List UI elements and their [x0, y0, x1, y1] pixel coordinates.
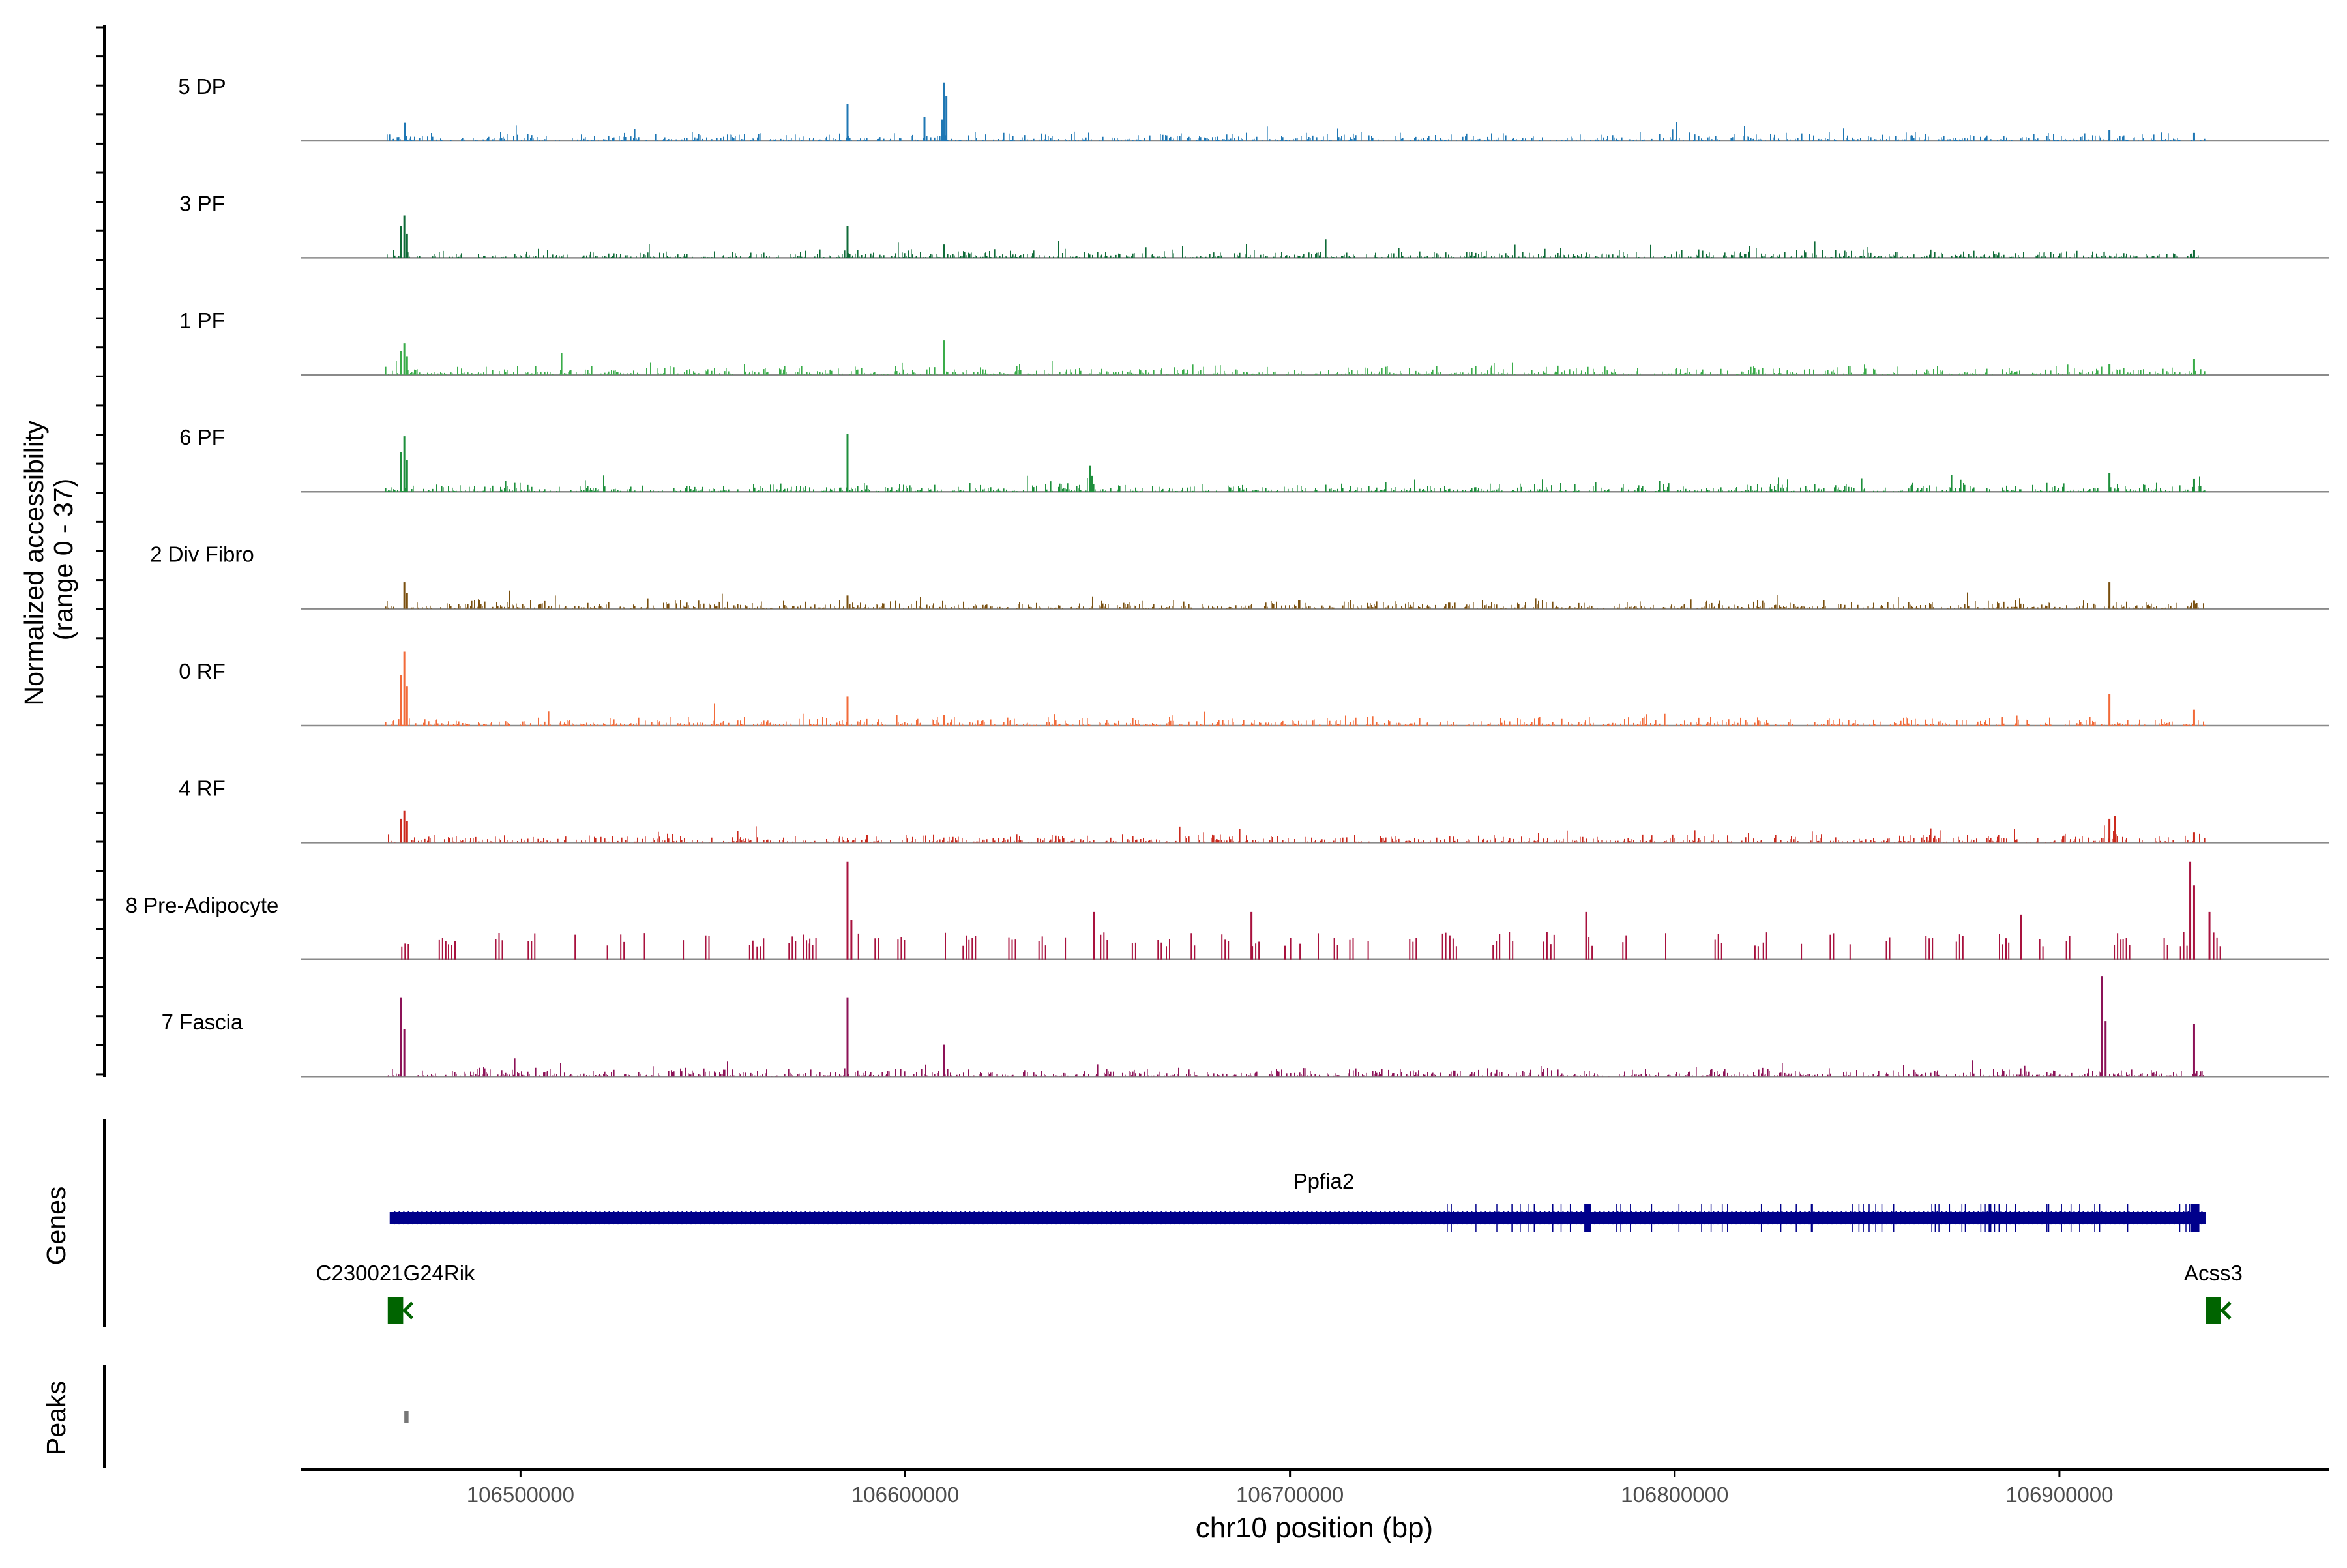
track-label: 1 PF [179, 308, 225, 333]
genes-panel-label: Genes [41, 1187, 71, 1265]
gene-label: Acss3 [2184, 1261, 2243, 1285]
track-0-rf: 0 RF [179, 651, 2329, 727]
gene-body [2206, 1297, 2221, 1324]
x-tick-label: 106700000 [1236, 1483, 1344, 1507]
track-label: 0 RF [179, 659, 226, 683]
track-1-pf: 1 PF [179, 308, 2329, 376]
gene-acss3: Acss3 [2184, 1261, 2243, 1324]
x-tick-label: 106800000 [1621, 1483, 1728, 1507]
track-label: 2 Div Fibro [150, 542, 254, 567]
gene-exons [1447, 1204, 2190, 1232]
track-2-div-fibro: 2 Div Fibro [150, 542, 2329, 610]
track-signal [388, 825, 2206, 843]
gene-label: C230021G24Rik [316, 1261, 475, 1285]
track-signal [387, 239, 2199, 258]
track-label: 8 Pre-Adipocyte [126, 893, 279, 917]
gene-strand-arrow [402, 1301, 414, 1320]
peaks-panel-label: Peaks [41, 1381, 71, 1455]
gene-label: Ppfia2 [1293, 1169, 1355, 1193]
track-4-rf: 4 RF [179, 776, 2329, 844]
track-8-pre-adipocyte: 8 Pre-Adipocyte [126, 861, 2329, 961]
track-3-pf: 3 PF [179, 191, 2329, 259]
track-signal [401, 932, 2221, 960]
track-7-fascia: 7 Fascia [162, 976, 2329, 1078]
x-tick-label: 106900000 [2005, 1483, 2113, 1507]
gene-strand-arrow [2220, 1301, 2232, 1320]
track-label: 5 DP [178, 74, 226, 98]
gene-exon-large [1584, 1204, 1591, 1232]
track-label: 7 Fascia [162, 1010, 243, 1034]
x-tick-label: 106600000 [851, 1483, 959, 1507]
y-axis-label-line2: (range 0 - 37) [48, 479, 78, 640]
track-6-pf: 6 PF [179, 425, 2329, 493]
track-label: 3 PF [179, 191, 225, 215]
track-signal [385, 353, 2206, 375]
track-signal [385, 703, 2206, 726]
gene-exon-large [2190, 1204, 2200, 1232]
track-signal [387, 1058, 2204, 1077]
track-label: 4 RF [179, 776, 226, 800]
y-axis-label: Normalized accessibility (range 0 - 37) [19, 413, 78, 706]
track-signal [387, 122, 2206, 141]
gene-annotation-panel: Ppfia2 C230021G24Rik Acss3 [103, 1119, 2243, 1327]
track-signal [385, 475, 2206, 492]
x-tick-label: 106500000 [467, 1483, 574, 1507]
gene-body [389, 1212, 2206, 1224]
y-axis-label-line1: Normalized accessibility [19, 420, 49, 705]
gene-c230021g24rik: C230021G24Rik [316, 1261, 475, 1324]
track-5-dp: 5 DP [178, 74, 2329, 142]
track-label: 6 PF [179, 425, 225, 449]
coverage-tracks: 5 DP 3 PF 1 PF 6 PF 2 Div Fibro 0 RF 4 RF 8 Pre… [96, 25, 2329, 1078]
track-signal [385, 590, 2204, 609]
peaks-panel [103, 1365, 409, 1468]
peak-region [404, 1411, 409, 1423]
gene-body [387, 1297, 404, 1324]
gene-ppfia2: Ppfia2 [389, 1169, 2206, 1232]
x-axis: 106500000 106600000 106700000 106800000 1069… [301, 1468, 2329, 1507]
x-axis-label: chr10 position (bp) [1196, 1512, 1433, 1544]
